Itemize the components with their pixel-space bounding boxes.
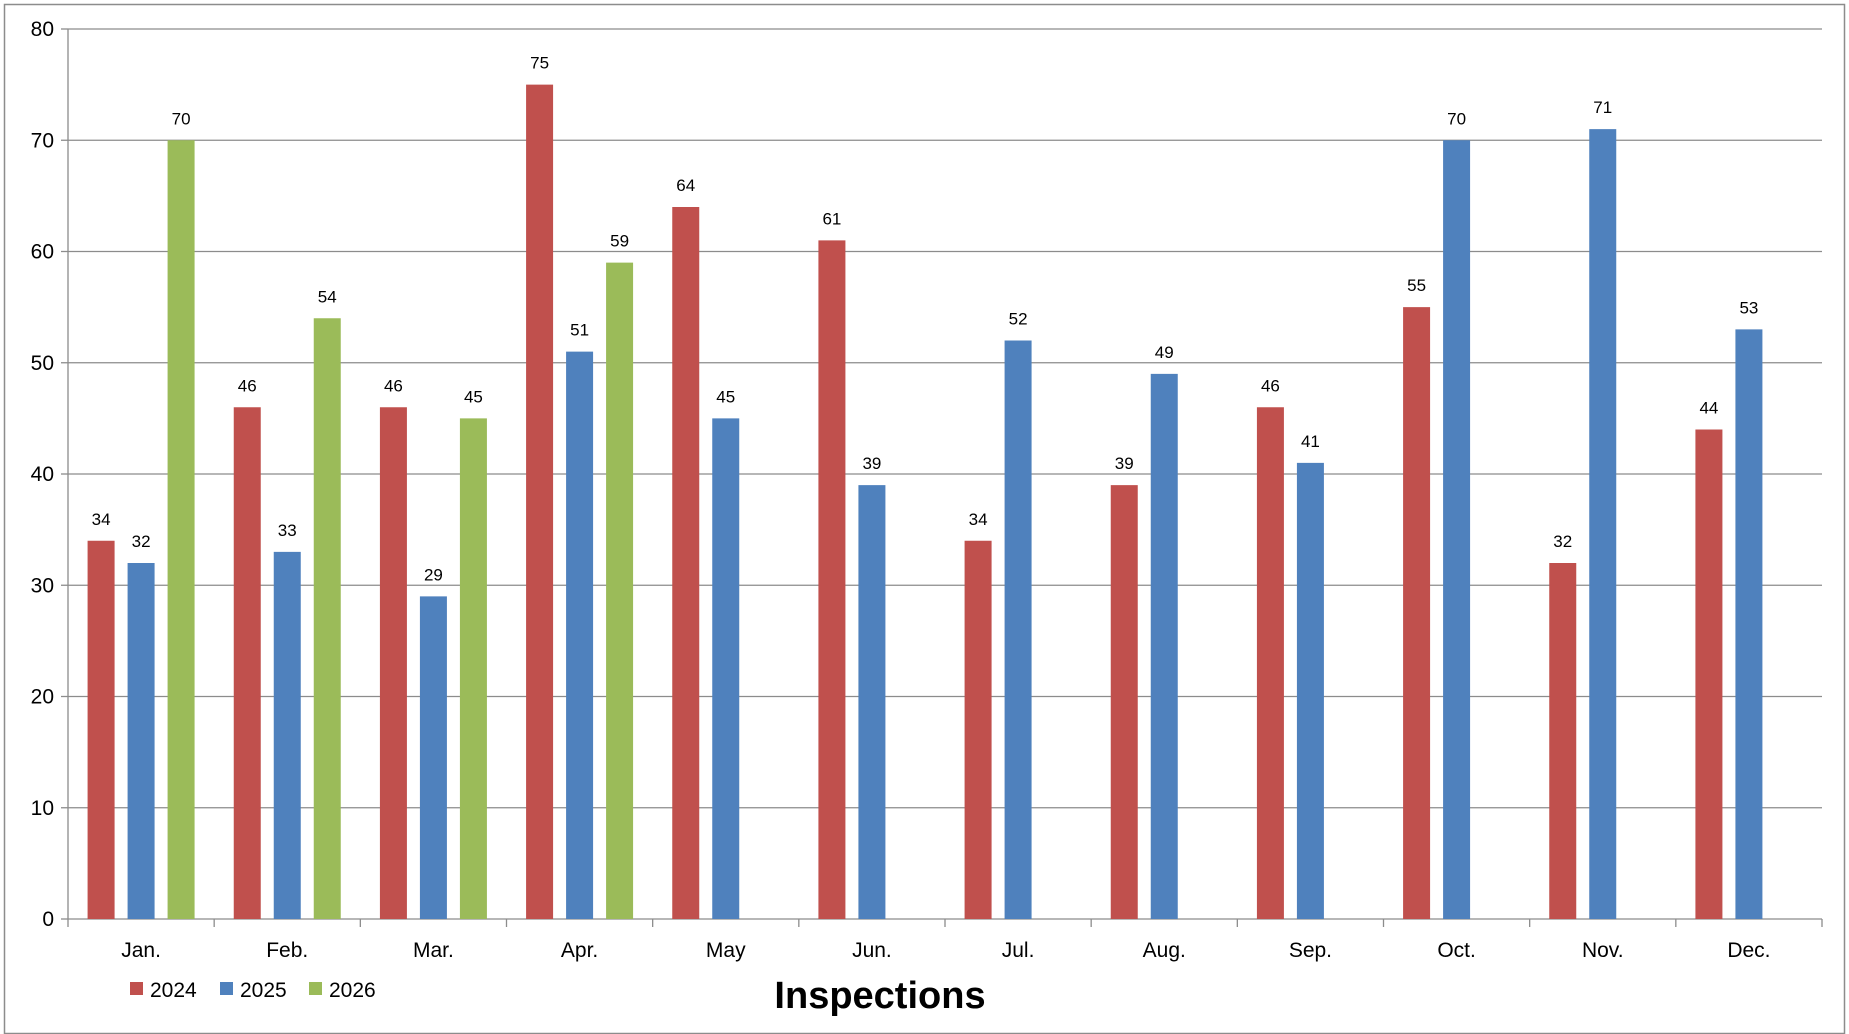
x-tick-label-sep: Sep. <box>1289 939 1332 962</box>
bar-2024-nov <box>1549 563 1577 919</box>
x-tick-label-jul: Jul. <box>1002 939 1035 962</box>
legend-label-2025: 2025 <box>240 979 287 1002</box>
bar-2025-aug <box>1150 373 1178 919</box>
data-label-2024-feb: 46 <box>238 376 257 395</box>
x-tick-label-jan: Jan. <box>121 939 161 962</box>
bar-2024-sep <box>1256 407 1284 919</box>
data-label-2024-jan: 34 <box>92 510 111 529</box>
bar-2026-feb <box>313 318 341 919</box>
data-label-2025-dec: 53 <box>1739 298 1758 317</box>
data-label-2025-nov: 71 <box>1593 98 1612 117</box>
data-label-2025-jul: 52 <box>1009 310 1028 329</box>
bar-2025-jan <box>127 563 155 919</box>
x-tick-label-aug: Aug. <box>1143 939 1186 962</box>
data-label-2025-aug: 49 <box>1155 343 1174 362</box>
bar-2025-may <box>712 418 740 919</box>
x-tick-label-oct: Oct. <box>1437 939 1476 962</box>
bar-2024-apr <box>526 84 554 919</box>
data-label-2024-aug: 39 <box>1115 454 1134 473</box>
data-label-2024-dec: 44 <box>1699 399 1718 418</box>
data-label-2026-feb: 54 <box>318 287 337 306</box>
y-tick-label-60: 60 <box>31 241 54 264</box>
x-tick-label-dec: Dec. <box>1727 939 1770 962</box>
x-tick-label-may: May <box>706 939 746 962</box>
x-tick-label-feb: Feb. <box>266 939 308 962</box>
chart-title: Inspections <box>774 975 985 1017</box>
bar-2025-sep <box>1296 462 1324 919</box>
bar-2026-apr <box>606 262 634 919</box>
axes: 0 10 20 30 40 50 60 70 80 Jan. Feb. Mar. Apr. May Jun.… <box>31 18 1823 962</box>
data-label-2024-oct: 55 <box>1407 276 1426 295</box>
data-label-2024-jul: 34 <box>969 510 988 529</box>
data-label-2026-jan: 70 <box>172 109 191 128</box>
y-tick-label-20: 20 <box>31 686 54 709</box>
bar-2025-jun <box>858 485 886 919</box>
legend-swatch-2025 <box>220 982 233 995</box>
bar-2025-mar <box>419 596 447 919</box>
data-label-2025-jan: 32 <box>132 532 151 551</box>
bar-2024-jun <box>818 240 846 919</box>
bar-2025-nov <box>1589 129 1617 919</box>
bar-2024-may <box>672 207 700 919</box>
data-label-2025-mar: 29 <box>424 565 443 584</box>
bar-2025-apr <box>566 351 594 919</box>
data-label-2025-oct: 70 <box>1447 109 1466 128</box>
bars <box>87 84 1763 919</box>
gridlines <box>68 28 1822 809</box>
bar-2024-dec <box>1695 429 1723 919</box>
bar-2026-jan <box>167 140 195 919</box>
bar-2024-feb <box>233 407 261 919</box>
data-label-2024-jun: 61 <box>822 209 841 228</box>
data-label-2025-may: 45 <box>716 387 735 406</box>
data-label-2025-apr: 51 <box>570 321 589 340</box>
bar-2024-aug <box>1110 485 1138 919</box>
bar-2024-jan <box>87 540 115 919</box>
legend-swatch-2024 <box>130 982 143 995</box>
bar-2025-feb <box>273 551 301 919</box>
y-tick-label-10: 10 <box>31 797 54 820</box>
data-label-2025-feb: 33 <box>278 521 297 540</box>
bar-2024-mar <box>379 407 407 919</box>
x-tick-label-apr: Apr. <box>561 939 598 962</box>
bar-2025-oct <box>1443 140 1471 919</box>
data-label-2024-apr: 75 <box>530 54 549 73</box>
bar-2025-jul <box>1004 340 1032 919</box>
y-tick-label-80: 80 <box>31 18 54 41</box>
y-tick-label-50: 50 <box>31 352 54 375</box>
data-label-2024-nov: 32 <box>1553 532 1572 551</box>
data-label-2024-may: 64 <box>676 176 695 195</box>
data-label-2024-mar: 46 <box>384 376 403 395</box>
legend-swatch-2026 <box>309 982 322 995</box>
data-label-2026-mar: 45 <box>464 387 483 406</box>
bar-2025-dec <box>1735 329 1763 919</box>
data-label-2024-sep: 46 <box>1261 376 1280 395</box>
bar-2026-mar <box>459 418 487 919</box>
data-label-2025-sep: 41 <box>1301 432 1320 451</box>
y-tick-label-70: 70 <box>31 129 54 152</box>
data-label-2025-jun: 39 <box>862 454 881 473</box>
x-tick-label-mar: Mar. <box>413 939 454 962</box>
y-tick-label-0: 0 <box>42 908 54 931</box>
data-labels: 34 46 46 75 64 61 34 39 46 55 32 44 32 33 29 51 45 39 52 49… <box>92 54 1759 585</box>
x-tick-label-jun: Jun. <box>852 939 892 962</box>
legend: 2024 2025 2026 <box>130 979 376 1002</box>
data-label-2026-apr: 59 <box>610 232 629 251</box>
bar-2024-jul <box>964 540 992 919</box>
x-tick-label-nov: Nov. <box>1582 939 1624 962</box>
y-tick-label-40: 40 <box>31 463 54 486</box>
y-tick-label-30: 30 <box>31 574 54 597</box>
legend-label-2024: 2024 <box>150 979 197 1002</box>
legend-label-2026: 2026 <box>329 979 376 1002</box>
bar-2024-oct <box>1403 307 1431 919</box>
